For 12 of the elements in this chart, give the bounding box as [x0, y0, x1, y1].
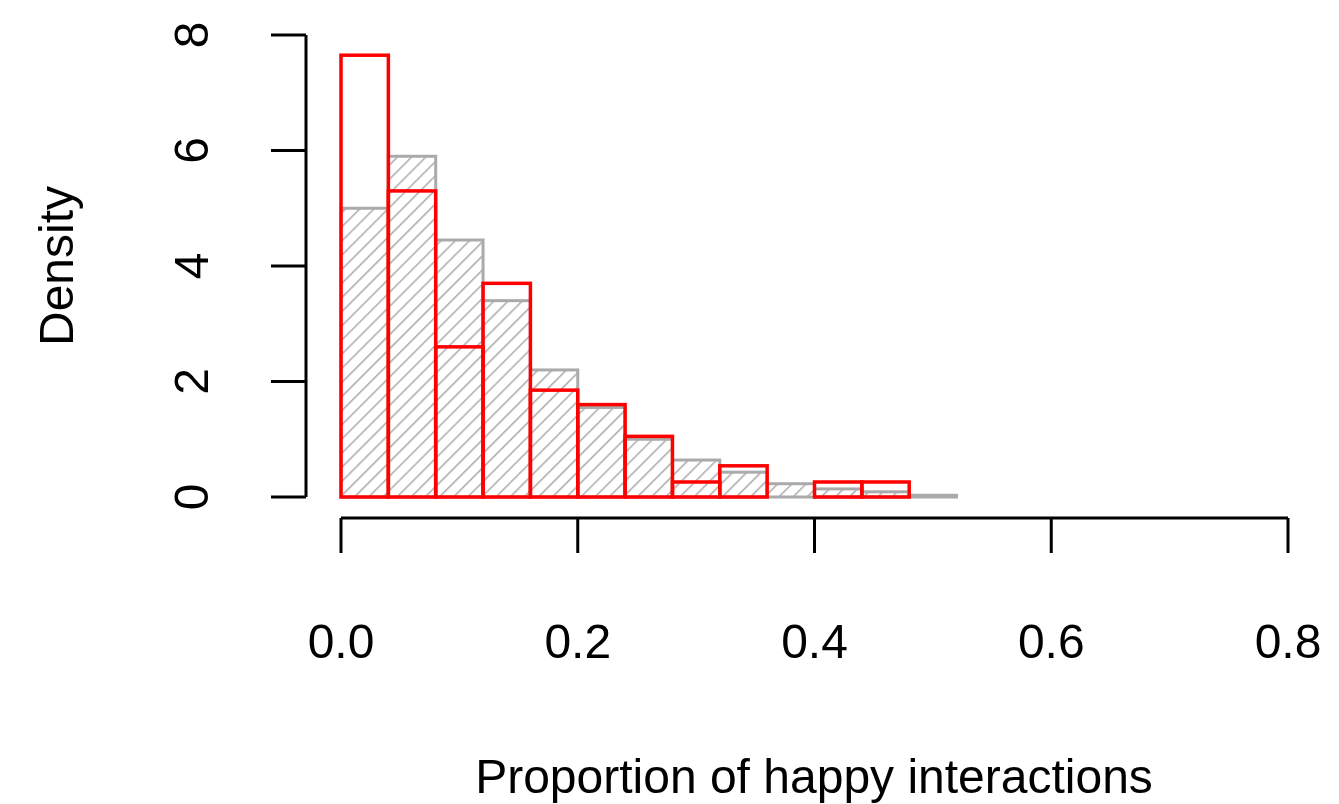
x-tick-label: 0.2 [544, 615, 612, 668]
x-tick-label: 0.0 [307, 615, 375, 668]
x-tick-label: 0.4 [781, 615, 848, 668]
x-tick-label: 0.6 [1017, 615, 1085, 668]
y-tick-label: 4 [165, 252, 218, 280]
y-tick-label: 6 [165, 137, 218, 164]
x-tick-label: 0.8 [1254, 615, 1322, 668]
y-tick-label: 0 [165, 483, 218, 511]
y-tick-label: 8 [165, 21, 218, 49]
y-tick-label: 2 [165, 368, 218, 395]
y-axis-title: Density [30, 185, 83, 347]
x-axis-title: Proportion of happy interactions [475, 750, 1153, 803]
